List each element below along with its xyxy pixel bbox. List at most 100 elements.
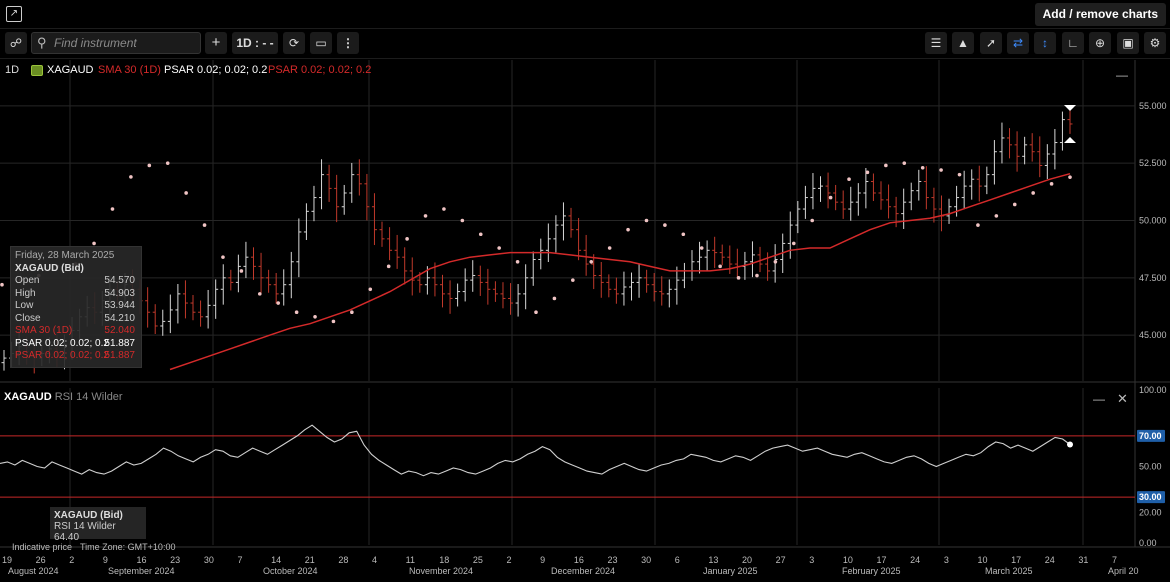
- rsi-tick-label: 0.00: [1139, 538, 1157, 548]
- rsi-last-point: [1067, 441, 1073, 448]
- x-tick-day: 6: [675, 555, 680, 565]
- tooltip-row: PSAR 0.02; 0.02; 0.2 51.887: [15, 338, 137, 351]
- x-tick-day: 30: [641, 555, 651, 565]
- x-tick-day: 26: [36, 555, 46, 565]
- psar-dot: [1012, 202, 1017, 207]
- x-tick-day: 10: [977, 555, 987, 565]
- legend-symbol[interactable]: XAGAUD: [47, 64, 94, 76]
- x-tick-day: 16: [574, 555, 584, 565]
- legend-sma[interactable]: SMA 30 (1D): [98, 64, 161, 76]
- rsi-tooltip-value: RSI 14 Wilder 64.40: [54, 521, 116, 543]
- psar-dot: [571, 278, 575, 282]
- psar-dot: [663, 223, 667, 227]
- psar-dot: [405, 237, 409, 241]
- legend-psar-2[interactable]: PSAR 0.02; 0.02; 0.2: [268, 64, 372, 76]
- psar-dot: [350, 310, 354, 315]
- tooltip-row-label: Close: [15, 312, 41, 324]
- tooltip-row-value: 54.903: [104, 287, 135, 299]
- psar-dot: [718, 264, 722, 269]
- x-tick-month: March 2025: [985, 566, 1033, 576]
- rsi-tooltip: XAGAUD (Bid) RSI 14 Wilder 64.40: [50, 507, 146, 543]
- tooltip-row-label: SMA 30 (1D): [15, 325, 73, 336]
- interval-selector[interactable]: 1D : - -: [232, 32, 278, 54]
- rsi-band-badge: [1137, 491, 1165, 504]
- x-tick-month: November 2024: [409, 566, 473, 576]
- tooltip-row-label: High: [15, 287, 36, 299]
- x-tick-day: 21: [305, 555, 315, 565]
- bar-chart-icon[interactable]: ☰: [925, 32, 947, 54]
- tooltip-row-value: 51.887: [104, 350, 135, 361]
- psar-dot: [810, 218, 815, 223]
- sma-line: [169, 172, 1071, 371]
- draw-line-icon[interactable]: ➚: [980, 32, 1002, 54]
- x-tick-day: 9: [103, 555, 108, 565]
- tooltip-row-value: 51.887: [104, 337, 135, 349]
- psar-dot: [515, 259, 520, 264]
- x-tick-day: 16: [137, 555, 147, 565]
- zoom-icon[interactable]: ⊕: [1089, 32, 1111, 54]
- rsi-bands: [0, 435, 1135, 498]
- close-indicator-icon[interactable]: ✕: [1117, 391, 1128, 406]
- rsi-tick-label: 20.00: [1139, 507, 1162, 517]
- add-instrument-button[interactable]: +: [205, 32, 227, 54]
- x-tick-day: 31: [1078, 555, 1088, 565]
- measure-icon[interactable]: ⇄: [1007, 32, 1029, 54]
- popout-icon[interactable]: ↗: [6, 6, 22, 22]
- indicator-name: RSI 14 Wilder: [54, 391, 123, 403]
- y-axis: 45.000 47.500 50.000 52.500 55.000 100.00 70.0…: [1137, 101, 1167, 548]
- psar-dot: [607, 246, 612, 250]
- psar-dot: [865, 170, 870, 175]
- indicator-symbol: XAGAUD: [4, 391, 52, 403]
- timezone-note: Time Zone: GMT+10:00: [80, 542, 176, 552]
- psar-dot: [442, 207, 446, 211]
- more-options-icon[interactable]: ⋮: [337, 32, 359, 54]
- minimize-indicator-icon[interactable]: —: [1093, 392, 1105, 406]
- search-icon: ⚲: [37, 35, 47, 50]
- psar-dot: [939, 168, 943, 172]
- settings-icon[interactable]: ⚙: [1144, 32, 1166, 54]
- psar-dot: [884, 163, 888, 168]
- rsi-tick-label: 100.00: [1139, 385, 1167, 395]
- x-tick-day: 7: [1112, 555, 1117, 565]
- layout-icon[interactable]: ▭: [310, 32, 332, 54]
- psar-dot: [239, 269, 244, 273]
- add-remove-charts-button[interactable]: Add / remove charts: [1034, 3, 1166, 26]
- x-tick-day: 23: [170, 555, 180, 565]
- link-icon[interactable]: ☍: [5, 32, 27, 54]
- psar-dot: [626, 227, 630, 232]
- tooltip-instrument: XAGAUD (Bid): [15, 262, 84, 274]
- compare-icon[interactable]: ∟: [1062, 32, 1084, 54]
- y-tick-label: 47.500: [1139, 273, 1167, 283]
- top-bar: ↗ Add / remove charts: [0, 0, 1170, 29]
- x-tick-month: April 20: [1108, 566, 1139, 576]
- psar-dot: [478, 232, 483, 237]
- tooltip-row: Close 54.210: [15, 313, 137, 326]
- psar-dot: [110, 207, 115, 211]
- tooltip-row: Low 53.944: [15, 300, 137, 313]
- psar-dot: [1031, 191, 1035, 195]
- psar-dot: [497, 246, 501, 250]
- x-tick-day: 27: [776, 555, 786, 565]
- x-tick-month: February 2025: [842, 566, 901, 576]
- psar-dot: [644, 218, 649, 223]
- grid: [0, 60, 1170, 548]
- crosshair-icon[interactable]: ↕: [1034, 32, 1056, 54]
- psar-dot: [202, 223, 207, 227]
- tooltip-row-label: Open: [15, 275, 40, 286]
- search-box[interactable]: ⚲: [31, 32, 201, 54]
- x-tick-day: 2: [69, 555, 74, 565]
- legend-psar-1[interactable]: PSAR 0.02; 0.02; 0.2: [164, 64, 268, 76]
- camera-icon[interactable]: ▣: [1117, 32, 1139, 54]
- find-instrument-input[interactable]: [54, 34, 194, 52]
- minimize-icon[interactable]: —: [1116, 68, 1128, 82]
- y-tick-label: 45.000: [1139, 330, 1167, 340]
- x-tick-day: 9: [540, 555, 545, 565]
- psar-dot: [257, 292, 262, 296]
- psar-dot: [534, 310, 538, 315]
- psar-dot: [902, 161, 907, 165]
- psar-dot: [920, 165, 925, 170]
- chart-style-icon[interactable]: ▲: [952, 32, 974, 54]
- refresh-icon[interactable]: ⟳: [283, 32, 305, 54]
- psar-dot: [184, 191, 188, 195]
